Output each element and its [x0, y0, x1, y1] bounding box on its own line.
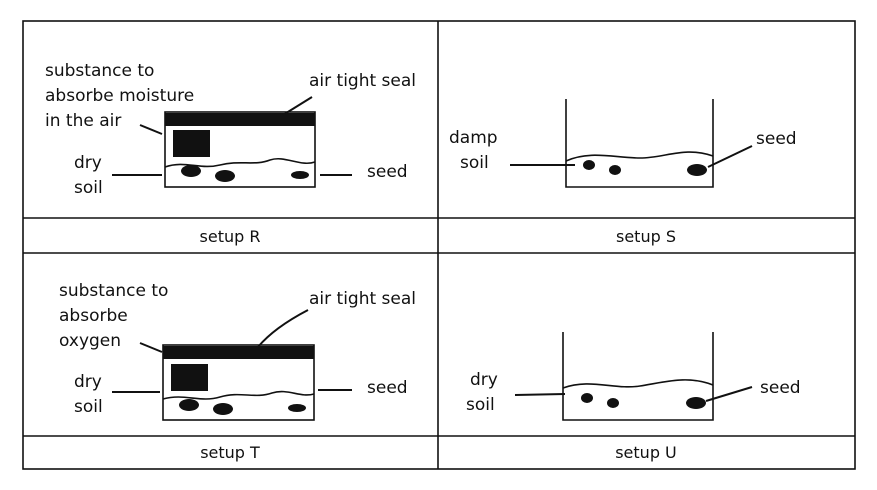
setup-u-pointers [514, 386, 753, 402]
setup-t-seed [179, 399, 199, 411]
setup-t-soil-surface [162, 390, 315, 400]
setup-u-seed [686, 397, 706, 409]
setup-t: substance to absorbe oxygen air tight se… [59, 281, 416, 462]
setup-r-seed [181, 165, 201, 177]
setup-r-substance-label-line-3: in the air [45, 111, 121, 131]
setup-t-seed [213, 403, 233, 415]
setup-r-container [164, 111, 316, 188]
setup-t-caption: setup T [200, 443, 260, 462]
setup-s-soil-label-line-1: damp [449, 128, 498, 148]
setup-t-substance-label-line-2: absorbe [59, 306, 128, 326]
setup-r-seal-label: air tight seal [309, 71, 416, 91]
setup-t-substance-label-line-1: substance to [59, 281, 168, 301]
setup-u-seed [607, 398, 619, 408]
setup-s: damp soil seed setup S [449, 99, 797, 246]
setup-t-soil-label-line-1: dry [74, 372, 102, 392]
setup-u-soil-label-line-1: dry [470, 370, 498, 390]
setup-u-caption: setup U [615, 443, 677, 462]
setup-r-air-tight-seal [165, 113, 315, 126]
setup-t-soil-label-line-2: soil [74, 397, 103, 417]
setup-r-soil-label-line-1: dry [74, 153, 102, 173]
setup-r: substance to absorbe moisture in the air… [45, 61, 416, 246]
setup-t-seed-label: seed [367, 378, 408, 398]
setup-r-absorbent-substance [173, 130, 210, 157]
setup-t-absorbent-substance [171, 364, 208, 391]
setup-u-soil-surface [562, 379, 714, 389]
setup-s-container [565, 99, 714, 188]
setup-u-container [562, 332, 714, 421]
setup-t-seal-label: air tight seal [309, 289, 416, 309]
setup-u-seed [581, 393, 593, 403]
setup-t-substance-label-line-3: oxygen [59, 331, 121, 351]
setup-r-seed-label: seed [367, 162, 408, 182]
setup-s-seed [583, 160, 595, 170]
setup-r-pointers [112, 96, 352, 176]
setup-r-substance-label-line-1: substance to [45, 61, 154, 81]
setup-r-caption: setup R [200, 227, 261, 246]
setup-s-seed [687, 164, 707, 176]
setup-u: dry soil seed setup U [466, 332, 801, 462]
grid-frame [22, 20, 856, 470]
setup-s-pointers [510, 145, 753, 168]
setup-r-seed [215, 170, 235, 182]
setup-r-substance-label-line-2: absorbe moisture [45, 86, 194, 106]
setup-s-soil-surface [565, 151, 714, 162]
setup-t-container [162, 344, 315, 421]
setup-s-soil-label-line-2: soil [460, 153, 489, 173]
setup-u-soil-label-line-2: soil [466, 395, 495, 415]
setup-s-seed [609, 165, 621, 175]
setup-t-seed [288, 404, 306, 412]
setup-r-seed [291, 171, 309, 179]
setup-r-soil-label-line-2: soil [74, 178, 103, 198]
setup-s-caption: setup S [616, 227, 676, 246]
setup-t-pointers [112, 309, 352, 393]
setup-t-air-tight-seal [163, 346, 314, 359]
setup-u-seed-label: seed [760, 378, 801, 398]
setup-s-seed-label: seed [756, 129, 797, 149]
